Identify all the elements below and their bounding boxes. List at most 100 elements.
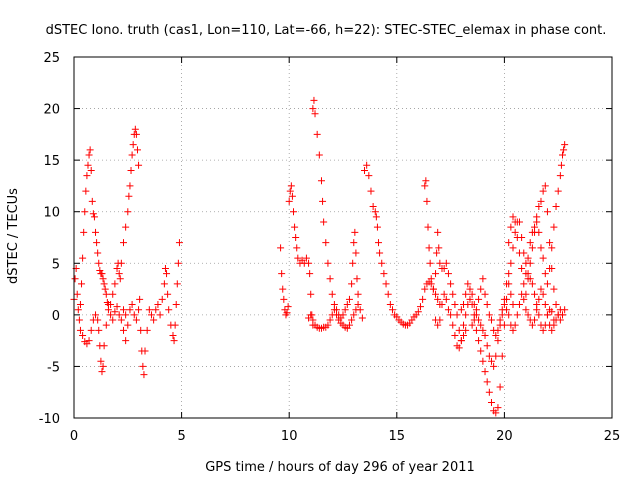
data-point xyxy=(511,321,519,329)
y-tick-label: 5 xyxy=(52,257,60,272)
data-point xyxy=(537,285,545,293)
data-point xyxy=(481,331,489,339)
chart-title: dSTEC Iono. truth (cas1, Lon=110, Lat=-6… xyxy=(46,23,607,38)
data-point xyxy=(287,182,295,190)
data-point xyxy=(319,197,327,205)
data-point xyxy=(341,306,349,314)
data-point xyxy=(509,244,517,252)
data-point xyxy=(74,306,82,314)
data-point xyxy=(133,146,141,154)
data-point xyxy=(354,301,362,309)
data-point xyxy=(557,161,565,169)
data-point xyxy=(317,177,325,185)
y-axis-label: dSTEC / TECUs xyxy=(6,188,21,284)
data-point xyxy=(90,213,98,221)
data-point xyxy=(279,285,287,293)
data-point xyxy=(174,259,182,267)
data-point xyxy=(483,378,491,386)
data-point xyxy=(333,311,341,319)
data-point xyxy=(434,321,442,329)
data-point xyxy=(485,352,493,360)
data-point xyxy=(522,306,530,314)
x-tick-label: 0 xyxy=(70,429,78,444)
data-point xyxy=(109,316,117,324)
data-point xyxy=(71,275,79,283)
data-point xyxy=(455,326,463,334)
data-point xyxy=(462,311,470,319)
data-point xyxy=(147,311,155,319)
data-point xyxy=(348,316,356,324)
data-point xyxy=(339,311,347,319)
y-tick-label: -10 xyxy=(39,412,60,427)
data-point xyxy=(135,306,143,314)
data-point xyxy=(126,306,134,314)
data-point xyxy=(416,303,424,311)
data-point xyxy=(494,404,502,412)
data-point xyxy=(80,228,88,236)
data-point xyxy=(141,347,149,355)
data-point xyxy=(85,337,93,345)
data-point xyxy=(154,301,162,309)
data-point xyxy=(119,326,127,334)
data-point xyxy=(109,290,117,298)
data-point xyxy=(170,337,178,345)
data-point xyxy=(453,311,461,319)
data-point xyxy=(561,141,569,149)
data-point xyxy=(73,290,81,298)
data-point xyxy=(132,130,140,138)
data-point xyxy=(99,362,107,370)
data-point xyxy=(352,249,360,257)
data-point xyxy=(511,228,519,236)
data-point xyxy=(115,270,123,278)
data-point xyxy=(490,362,498,370)
data-point xyxy=(509,326,517,334)
x-axis-label: GPS time / hours of day 296 of year 2011 xyxy=(205,460,475,475)
data-point xyxy=(539,187,547,195)
data-point xyxy=(98,368,106,376)
data-point xyxy=(472,306,480,314)
data-point xyxy=(375,239,383,247)
data-point xyxy=(100,342,108,350)
data-point xyxy=(432,290,440,298)
data-point xyxy=(89,210,97,218)
data-point xyxy=(464,280,472,288)
data-point xyxy=(522,290,530,298)
data-point xyxy=(150,316,158,324)
data-point xyxy=(354,290,362,298)
data-point xyxy=(324,321,332,329)
data-point xyxy=(322,239,330,247)
data-point xyxy=(384,290,392,298)
data-point xyxy=(92,228,100,236)
data-point xyxy=(513,234,521,241)
data-point xyxy=(505,270,513,278)
data-point xyxy=(130,311,138,319)
data-point xyxy=(526,259,534,267)
data-point xyxy=(455,344,463,352)
data-point xyxy=(509,301,517,309)
data-point xyxy=(485,388,493,396)
data-point xyxy=(280,295,288,303)
data-point xyxy=(472,326,480,334)
data-point xyxy=(535,228,543,236)
data-point xyxy=(283,309,291,317)
data-point xyxy=(171,321,179,329)
data-point xyxy=(158,295,166,303)
data-point xyxy=(503,306,511,314)
data-point xyxy=(76,301,84,309)
data-point xyxy=(78,280,86,288)
data-point xyxy=(122,337,130,345)
data-point xyxy=(102,290,110,298)
series-arc-c xyxy=(107,125,143,309)
data-point xyxy=(440,264,448,272)
data-point xyxy=(548,326,556,334)
data-point xyxy=(290,208,298,216)
data-point xyxy=(548,308,556,316)
data-point xyxy=(531,223,539,231)
data-point xyxy=(125,192,133,200)
data-point xyxy=(119,306,127,314)
data-point xyxy=(81,208,89,216)
data-point xyxy=(277,244,285,252)
data-point xyxy=(533,306,541,314)
data-point xyxy=(345,295,353,303)
data-point xyxy=(481,290,489,298)
